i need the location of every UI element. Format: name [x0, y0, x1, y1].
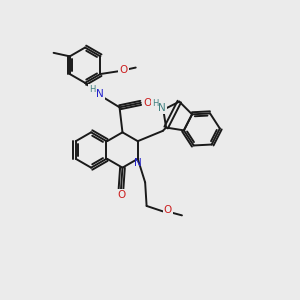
Text: H: H: [152, 99, 158, 108]
Text: O: O: [143, 98, 151, 108]
Text: H: H: [89, 85, 96, 94]
Text: N: N: [96, 89, 104, 99]
Text: O: O: [117, 190, 125, 200]
Text: N: N: [134, 158, 142, 168]
Text: O: O: [119, 64, 128, 75]
Text: O: O: [164, 206, 172, 215]
Text: N: N: [158, 103, 166, 113]
